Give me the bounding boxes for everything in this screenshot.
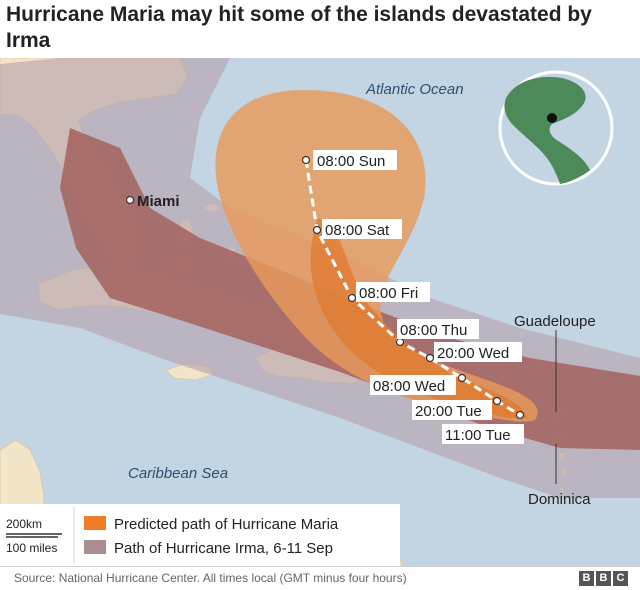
track-label-bg: [434, 342, 522, 362]
bbc-logo-letter: C: [613, 571, 628, 586]
track-point-4[interactable]: 20:00 Wed: [425, 342, 523, 363]
city-miami[interactable]: Miami: [125, 193, 180, 210]
track-dot: [347, 293, 357, 303]
track-label: 11:00 Tue: [445, 427, 511, 444]
track-point-6[interactable]: 20:00 Tue: [412, 396, 502, 421]
bbc-logo: B B C: [579, 571, 628, 586]
legend-item-maria: Predicted path of Hurricane Maria: [84, 516, 339, 533]
track-label-bg: [322, 219, 402, 239]
scale-miles-label: 100 miles: [6, 541, 57, 555]
track-label-bg: [313, 150, 397, 170]
track-dot: [425, 353, 435, 363]
track-label: 08:00 Thu: [400, 322, 467, 339]
bbc-logo-letter: B: [579, 571, 594, 586]
track-point-0[interactable]: 08:00 Sun: [301, 150, 398, 170]
map[interactable]: 08:00 Sun 08:00 Sat 08:00 Fri 08:00 Thu …: [0, 58, 640, 566]
island-label-dominica: Dominica: [528, 491, 591, 508]
track-dot: [312, 225, 322, 235]
scale-km-label: 200km: [6, 517, 42, 531]
map-title: Hurricane Maria may hit some of the isla…: [6, 3, 592, 52]
track-label: 08:00 Wed: [373, 378, 445, 395]
track-label: 08:00 Sun: [317, 153, 385, 170]
track-label: 08:00 Fri: [359, 285, 418, 302]
track-dot: [515, 410, 525, 420]
legend-swatch-irma: [84, 540, 106, 554]
legend-item-irma: Path of Hurricane Irma, 6-11 Sep: [84, 540, 333, 557]
track-point-5[interactable]: 08:00 Wed: [370, 373, 467, 396]
source-text: Source: National Hurricane Center. All t…: [14, 571, 407, 585]
locator-globe: [498, 70, 614, 186]
track-point-1[interactable]: 08:00 Sat: [312, 219, 403, 239]
maria-track: [304, 159, 521, 417]
track-dot: [492, 396, 502, 406]
track-label: 20:00 Wed: [437, 345, 509, 362]
track-label: 08:00 Sat: [325, 222, 390, 239]
track-label: 20:00 Tue: [415, 403, 482, 420]
track-point-3[interactable]: 08:00 Thu: [395, 319, 480, 347]
map-canvas: 08:00 Sun 08:00 Sat 08:00 Fri 08:00 Thu …: [0, 58, 640, 566]
track-dot: [457, 373, 467, 383]
city-dot: [125, 195, 135, 205]
legend-label-maria: Predicted path of Hurricane Maria: [114, 516, 339, 533]
track-label-bg: [412, 400, 492, 420]
track-label-bg: [397, 319, 479, 339]
ocean-label-atlantic: Atlantic Ocean: [365, 81, 464, 98]
city-label-miami: Miami: [137, 193, 180, 210]
bbc-logo-letter: B: [596, 571, 611, 586]
track-point-2[interactable]: 08:00 Fri: [347, 282, 431, 303]
globe-location-marker: [547, 113, 557, 123]
scale-bar: 200km 100 miles: [6, 517, 62, 555]
track-dot: [301, 155, 311, 165]
legend-swatch-maria: [84, 516, 106, 530]
irma-path-inner: [60, 128, 640, 450]
island-label-guadeloupe: Guadeloupe: [514, 313, 596, 330]
footer: Source: National Hurricane Center. All t…: [0, 566, 640, 590]
track-label-bg: [442, 424, 524, 444]
ocean-label-caribbean: Caribbean Sea: [128, 465, 228, 482]
legend-label-irma: Path of Hurricane Irma, 6-11 Sep: [114, 540, 333, 557]
globe-land: [504, 76, 590, 184]
maria-cone: [215, 90, 538, 422]
track-label-bg: [370, 375, 456, 395]
legend-panel: [0, 504, 400, 566]
track-label-bg: [356, 282, 430, 302]
track-point-7[interactable]: 11:00 Tue: [442, 410, 525, 445]
track-dot: [395, 337, 405, 347]
